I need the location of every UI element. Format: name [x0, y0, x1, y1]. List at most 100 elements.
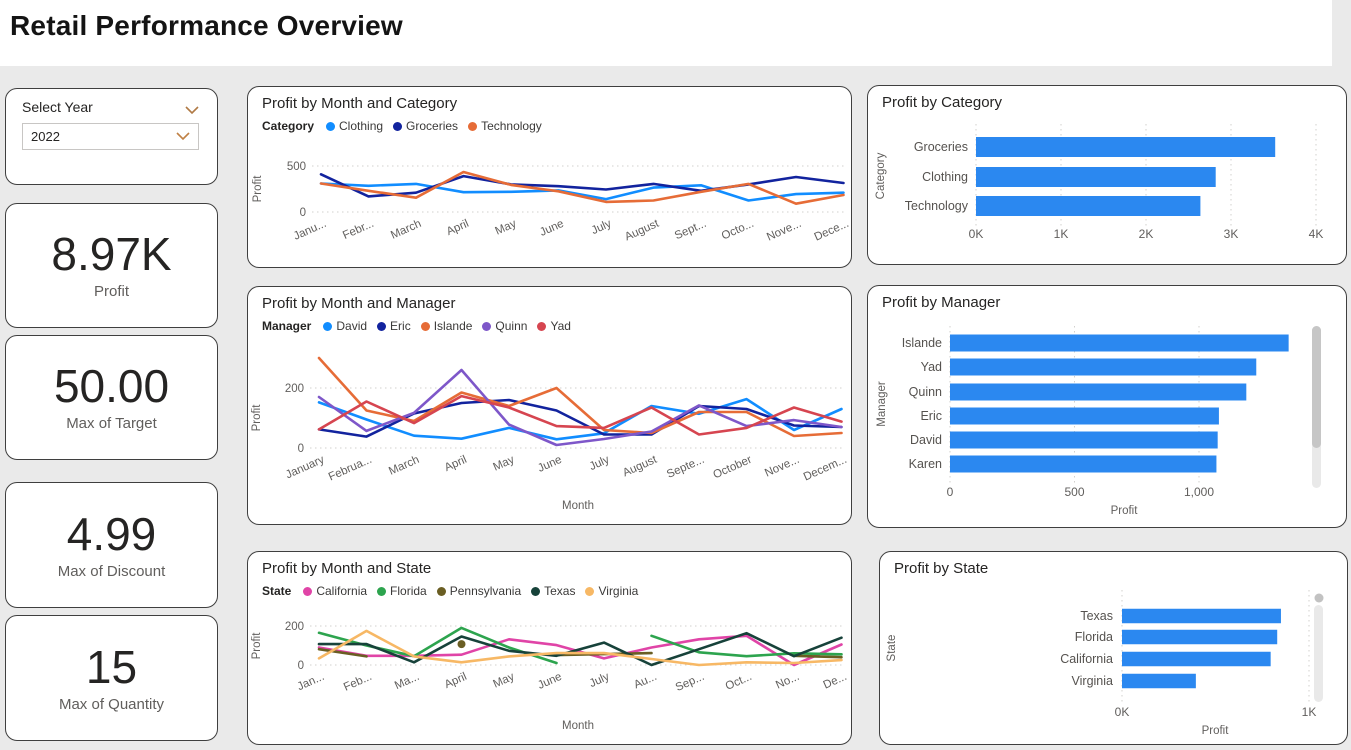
legend-item-california[interactable]: California: [303, 584, 367, 598]
axis-text: Febr...: [341, 218, 376, 242]
bar-quinn[interactable]: [950, 383, 1247, 401]
legend: Category Clothing Groceries Technology: [262, 119, 542, 133]
axis-text: August: [623, 217, 661, 243]
legend-item-groceries[interactable]: Groceries: [393, 119, 458, 133]
axis-text: May: [493, 218, 518, 238]
kpi-value: 4.99: [66, 507, 157, 560]
axis-text: Karen: [909, 457, 942, 471]
legend-dot-icon: [537, 321, 547, 331]
axis-text: Profit: [252, 175, 264, 203]
axis-text: May: [491, 454, 516, 474]
axis-text: 3K: [1224, 227, 1239, 241]
bar-david[interactable]: [950, 431, 1218, 449]
bar-karen[interactable]: [950, 455, 1217, 473]
axis-text: Profit: [1202, 725, 1230, 737]
legend: State California Florida Pennsylvania Texas V…: [262, 584, 638, 598]
bar-yad[interactable]: [950, 358, 1257, 376]
kpi-label: Profit: [93, 283, 129, 300]
legend-item-texas[interactable]: Texas: [531, 584, 575, 598]
line-series-clothing[interactable]: [319, 182, 845, 202]
legend-item-florida[interactable]: Florida: [377, 584, 427, 598]
axis-text: 1K: [1302, 705, 1317, 719]
axis-text: Month: [562, 720, 594, 732]
bar-texas[interactable]: [1122, 608, 1281, 624]
chart-title: Profit by Month and Manager: [262, 295, 456, 312]
kpi-value: 50.00: [53, 360, 170, 412]
line-series-virginia[interactable]: [317, 629, 843, 667]
legend-item-pennsylvania[interactable]: Pennsylvania: [436, 584, 521, 598]
legend-item-quinn[interactable]: Quinn: [482, 319, 527, 333]
axis-text: Quinn: [909, 385, 942, 399]
bar-groceries[interactable]: [976, 137, 1276, 157]
legend-item-yad[interactable]: Yad: [537, 319, 571, 333]
legend-item-islande[interactable]: Islande: [420, 319, 472, 333]
legend-dot-icon: [531, 586, 541, 596]
axis-text: Florida: [1075, 630, 1113, 644]
axis-text: 2K: [1139, 227, 1154, 241]
axis-text: 0: [298, 443, 304, 455]
scrollbar-dot[interactable]: [1314, 593, 1324, 603]
legend-item-david[interactable]: David: [323, 319, 367, 333]
kpi-label: Max of Target: [66, 415, 157, 432]
axis-text: 200: [285, 621, 304, 633]
legend: Manager David Eric Islande Quinn Yad: [262, 319, 571, 333]
bar-plot-category: 0K 1K 2K 3K 4K Groceries Clothing Technology Cat…: [868, 86, 1348, 271]
axis-text: Nove...: [765, 218, 803, 244]
bar-california[interactable]: [1122, 651, 1271, 667]
axis-text: Yad: [921, 360, 942, 374]
axis-text: 1K: [1054, 227, 1069, 241]
chart-title: Profit by Category: [882, 94, 1003, 111]
legend-dot-icon: [393, 121, 403, 131]
kpi-label: Max of Discount: [57, 562, 166, 580]
line-series-david[interactable]: [317, 397, 843, 441]
axis-text: Sept...: [673, 218, 708, 242]
legend-item-technology[interactable]: Technology: [468, 119, 542, 133]
bar-virginia[interactable]: [1122, 673, 1196, 689]
line-plot-manager: 0 200 January Februa... March April May June Jul…: [248, 287, 853, 531]
slicer-label: Select Year: [22, 99, 93, 115]
bar-florida[interactable]: [1122, 629, 1278, 645]
line-series-groceries[interactable]: [319, 173, 845, 198]
scrollbar-thumb[interactable]: [1312, 326, 1321, 448]
axis-text: July: [588, 671, 612, 690]
bar-islande[interactable]: [950, 334, 1289, 352]
axis-text: Islande: [902, 336, 942, 350]
line-series-yad[interactable]: [317, 394, 843, 436]
axis-text: Nove...: [763, 454, 801, 480]
bar-eric[interactable]: [950, 407, 1219, 425]
year-dropdown[interactable]: 2022: [22, 123, 199, 150]
bar-chart-card-state: Profit by State 0K 1K Texas Florida Californ…: [879, 551, 1348, 745]
line-series-technology[interactable]: [319, 170, 845, 205]
legend-title: State: [262, 584, 292, 598]
legend-dot-icon: [468, 121, 478, 131]
axis-text: May: [491, 671, 516, 691]
kpi-card-max-target: 50.00 Max of Target: [5, 335, 218, 460]
axis-text: April: [445, 218, 471, 238]
axis-text: Eric: [920, 409, 942, 423]
legend-item-eric[interactable]: Eric: [377, 319, 411, 333]
legend-item-clothing[interactable]: Clothing: [326, 119, 383, 133]
axis-text: Virginia: [1072, 674, 1114, 688]
bar-plot-manager: 0 500 1,000 Islande Yad Quinn Eric David Karen Ma…: [868, 286, 1348, 534]
line-series-texas[interactable]: [317, 631, 843, 667]
axis-text: 1,000: [1184, 485, 1214, 499]
axis-text: Profit: [251, 404, 263, 432]
line-series-california[interactable]: [317, 634, 843, 667]
scrollbar-track[interactable]: [1314, 605, 1323, 702]
axis-text: Category: [875, 152, 887, 199]
axis-text: 0: [300, 207, 306, 219]
axis-text: Profit: [1111, 505, 1139, 517]
bar-technology[interactable]: [976, 196, 1201, 216]
axis-text: July: [588, 454, 612, 473]
legend-item-virginia[interactable]: Virginia: [585, 584, 638, 598]
axis-text: June: [536, 671, 564, 692]
bar-chart-card-category: Profit by Category 0K 1K 2K 3K 4K Groceries Cl…: [867, 85, 1347, 265]
chevron-down-icon[interactable]: [176, 128, 190, 146]
data-point-pennsylvania[interactable]: [457, 640, 466, 649]
page-title: Retail Performance Overview: [10, 10, 403, 41]
line-series-eric[interactable]: [317, 398, 843, 438]
bar-clothing[interactable]: [976, 167, 1216, 187]
kpi-card-max-discount: 4.99 Max of Discount: [5, 482, 218, 608]
chevron-down-icon[interactable]: [185, 102, 199, 120]
axis-text: Clothing: [922, 170, 968, 184]
